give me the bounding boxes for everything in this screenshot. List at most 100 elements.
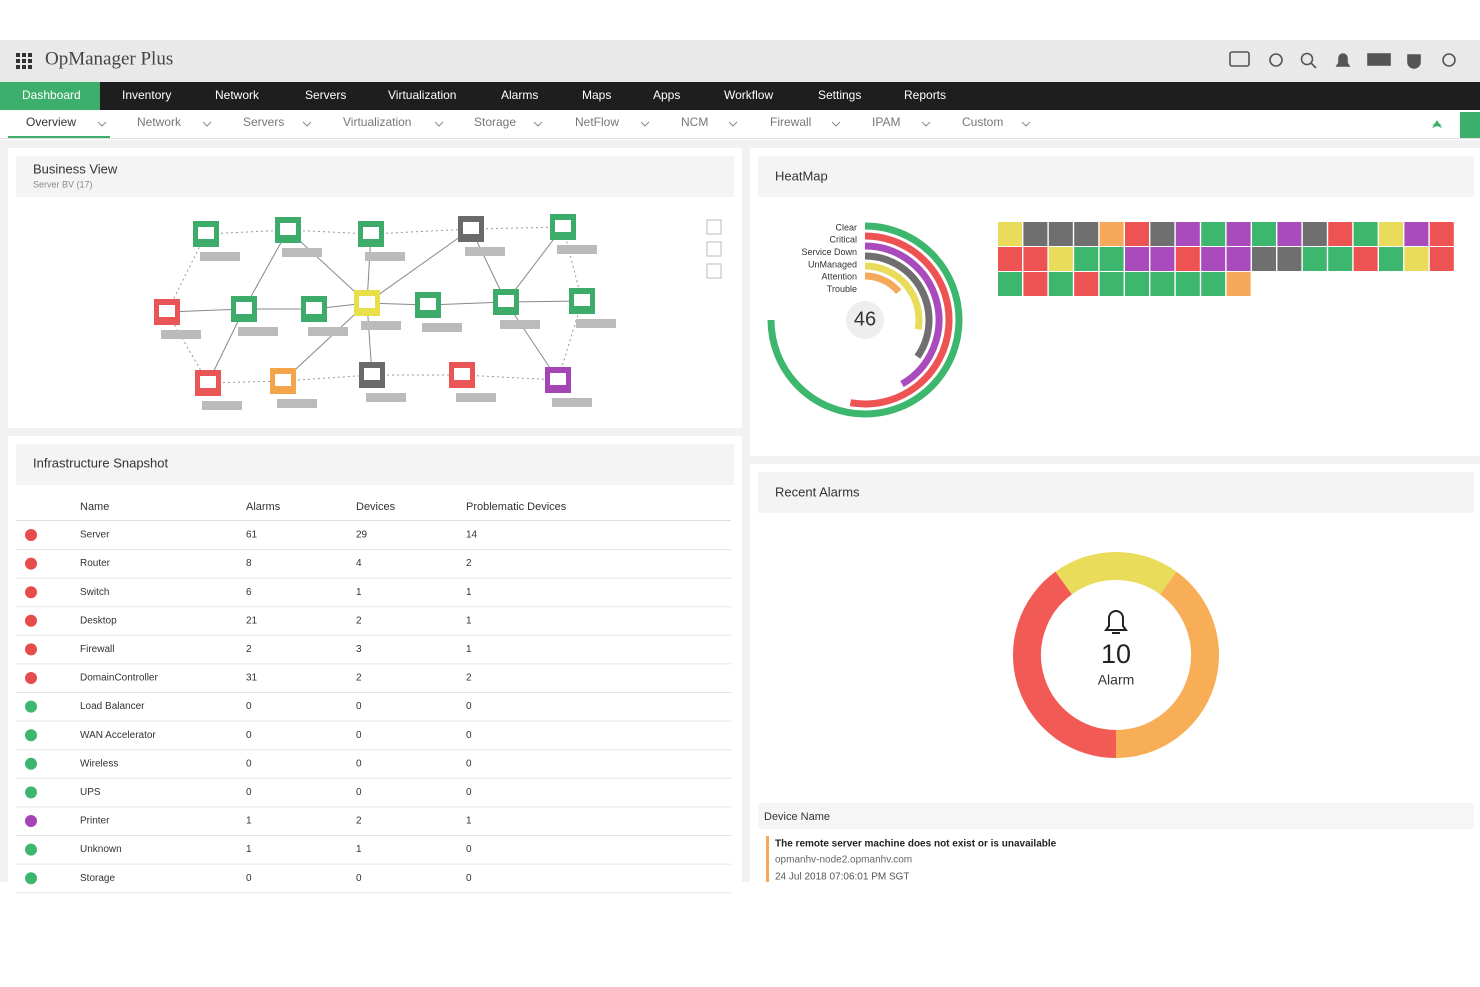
heatmap-tile[interactable] — [1023, 222, 1048, 246]
heatmap-ring — [849, 232, 953, 408]
heatmap-tile[interactable] — [1175, 222, 1200, 246]
panel-title: Infrastructure Snapshot — [33, 455, 169, 470]
sub-nav-item[interactable]: Firewall — [770, 115, 811, 129]
device-type: Storage — [80, 873, 115, 884]
heatmap-tile[interactable] — [998, 272, 1022, 296]
panel-title: Recent Alarms — [775, 484, 860, 499]
status-icon — [25, 672, 37, 684]
heatmap-tile[interactable] — [1353, 222, 1378, 246]
heatmap-tile[interactable] — [1125, 272, 1149, 296]
heatmap-tile[interactable] — [1226, 222, 1251, 246]
app-title: OpManager Plus — [45, 48, 173, 69]
heatmap-tile[interactable] — [1023, 272, 1048, 296]
sub-nav-item[interactable]: Network — [137, 115, 182, 129]
heatmap-tile[interactable] — [1125, 247, 1149, 271]
zoom-controls[interactable] — [706, 219, 722, 279]
heatmap-tile[interactable] — [1328, 247, 1353, 271]
sub-nav-item[interactable]: NetFlow — [575, 115, 619, 129]
device-type: Server — [80, 530, 110, 541]
cell: 1 — [246, 816, 252, 827]
nav-item[interactable]: Workflow — [724, 88, 773, 102]
favorite-star[interactable] — [1432, 120, 1442, 128]
heatmap-tile[interactable] — [1226, 247, 1251, 271]
severity-bar — [766, 836, 769, 882]
heatmap-tile[interactable] — [1125, 222, 1149, 246]
heatmap-tile[interactable] — [1074, 222, 1099, 246]
heatmap-tile[interactable] — [1277, 222, 1302, 246]
heatmap-tile[interactable] — [1074, 272, 1099, 296]
nav-item[interactable]: Dashboard — [22, 88, 81, 102]
cell: 1 — [356, 844, 362, 855]
nav-item[interactable]: Reports — [904, 88, 946, 102]
heatmap-tile[interactable] — [1379, 222, 1403, 246]
sub-nav-item[interactable]: Storage — [474, 115, 516, 129]
heatmap-tile[interactable] — [1175, 247, 1200, 271]
infrastructure-table: Name Alarms Devices Problematic Devices Serv… — [16, 501, 731, 894]
heatmap-tile[interactable] — [1404, 247, 1429, 271]
heatmap-tile[interactable] — [1150, 222, 1175, 246]
nav-item[interactable]: Virtualization — [388, 88, 456, 102]
heatmap-tile[interactable] — [1099, 222, 1124, 246]
heatmap-tile[interactable] — [1201, 272, 1226, 296]
alarm-segment[interactable] — [1055, 552, 1177, 595]
heatmap-tile[interactable] — [1048, 247, 1073, 271]
heatmap-tile[interactable] — [1099, 247, 1124, 271]
heatmap-tile[interactable] — [1074, 247, 1099, 271]
heatmap-tile[interactable] — [1150, 272, 1175, 296]
status-icon — [25, 872, 37, 885]
sub-nav-item[interactable]: Overview — [26, 115, 76, 129]
heatmap-tile[interactable] — [1226, 272, 1251, 296]
sub-nav-item[interactable]: Virtualization — [343, 115, 411, 129]
heatmap-tile[interactable] — [1328, 222, 1353, 246]
heatmap-tile[interactable] — [1404, 222, 1429, 246]
heatmap-tile[interactable] — [998, 222, 1022, 246]
heatmap-tile[interactable] — [1099, 272, 1124, 296]
node-label — [238, 327, 278, 336]
sub-nav-item[interactable]: Custom — [962, 115, 1003, 129]
heatmap-tile[interactable] — [1201, 222, 1226, 246]
nav-item[interactable]: Inventory — [122, 88, 171, 102]
device-type: WAN Accelerator — [80, 730, 156, 741]
alarm-message[interactable]: The remote server machine does not exist… — [775, 839, 1057, 850]
heatmap-tile[interactable] — [1048, 272, 1073, 296]
node-screen — [363, 227, 379, 239]
nav-item[interactable]: Settings — [818, 88, 861, 102]
heatmap-tile[interactable] — [1252, 222, 1276, 246]
heatmap-tile[interactable] — [1302, 222, 1327, 246]
heatmap-tile[interactable] — [1175, 272, 1200, 296]
heatmap-tile[interactable] — [1353, 247, 1378, 271]
heatmap-tile[interactable] — [1048, 222, 1073, 246]
heatmap-tile[interactable] — [1150, 247, 1175, 271]
device-type: Firewall — [80, 644, 114, 655]
heatmap-tile[interactable] — [1379, 247, 1403, 271]
nav-item[interactable]: Alarms — [501, 88, 538, 102]
sub-nav-item[interactable]: IPAM — [872, 115, 900, 129]
cell: 1 — [466, 644, 472, 655]
nav-item[interactable]: Apps — [653, 88, 680, 102]
heatmap-tile[interactable] — [1252, 247, 1276, 271]
nav-item[interactable]: Network — [215, 88, 260, 102]
toolbar-icons[interactable] — [1229, 51, 1456, 69]
node-screen — [454, 368, 470, 380]
heatmap-tile[interactable] — [1201, 247, 1226, 271]
heatmap-tile[interactable] — [1429, 222, 1454, 246]
heatmap-tile[interactable] — [1429, 247, 1454, 271]
top-bar — [0, 40, 1480, 82]
heatmap-tile[interactable] — [1023, 247, 1048, 271]
nav-item[interactable]: Servers — [305, 88, 346, 102]
nav-item[interactable]: Maps — [582, 88, 611, 102]
node-label — [282, 248, 322, 257]
menu-tab[interactable] — [1460, 112, 1480, 138]
apps-icon[interactable] — [16, 53, 32, 69]
alarm-segment[interactable] — [1013, 571, 1117, 758]
recent-alarms: 10 Alarm Device Name The remote server mach… — [764, 552, 1219, 883]
alarm-segment[interactable] — [1115, 571, 1219, 758]
heatmap-tile[interactable] — [998, 247, 1022, 271]
heatmap-tile[interactable] — [1277, 247, 1302, 271]
cell: 0 — [466, 730, 472, 741]
cell: 0 — [466, 873, 472, 884]
business-view-map — [154, 214, 616, 410]
sub-nav-item[interactable]: NCM — [681, 115, 708, 129]
sub-nav-item[interactable]: Servers — [243, 115, 284, 129]
heatmap-tile[interactable] — [1302, 247, 1327, 271]
